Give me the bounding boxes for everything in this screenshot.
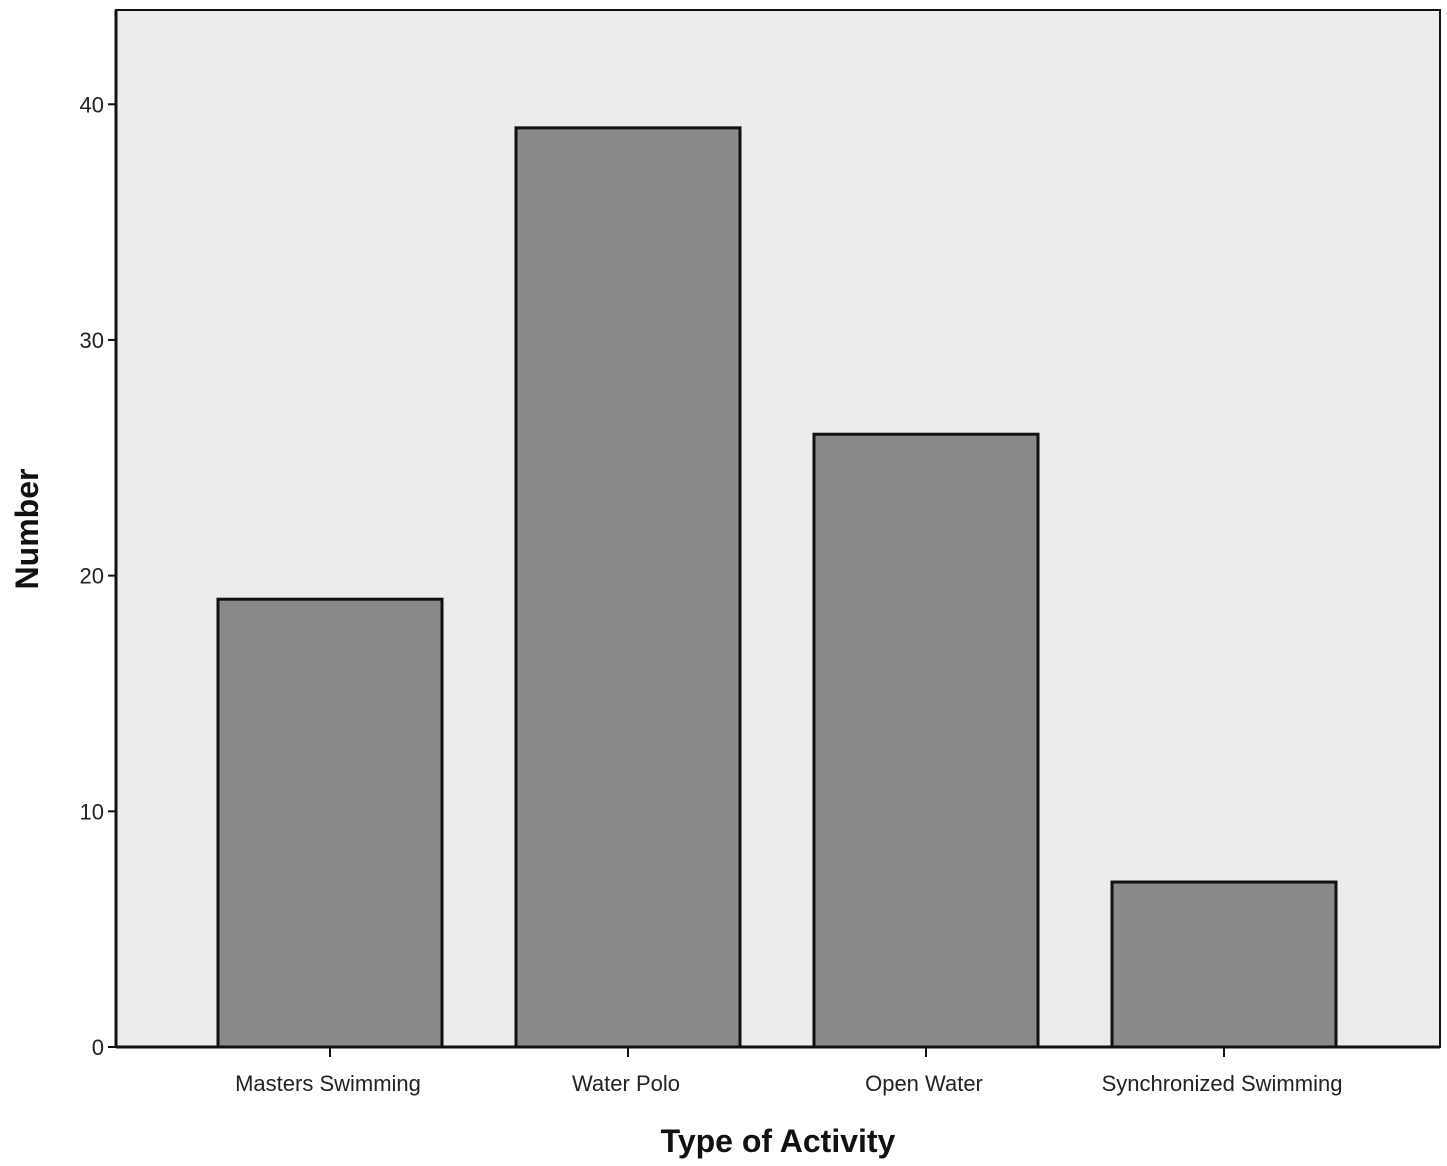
x-axis-ticks: Masters Swimming Water Polo Open Water Sync… <box>235 1047 1342 1096</box>
y-tick-label: 10 <box>80 799 104 824</box>
bars-group <box>216 126 1338 1049</box>
bar-water-polo <box>514 126 742 1049</box>
bar-masters-swimming <box>216 597 444 1049</box>
y-tick-label: 30 <box>80 328 104 353</box>
x-tick-label: Open Water <box>865 1071 983 1096</box>
bar-open-water <box>812 432 1040 1049</box>
x-tick-label: Synchronized Swimming <box>1102 1071 1343 1096</box>
x-axis-title: Type of Activity <box>661 1123 896 1159</box>
x-tick-label: Masters Swimming <box>235 1071 421 1096</box>
bar-synchronized-swimming <box>1110 880 1338 1049</box>
x-tick-label: Water Polo <box>572 1071 680 1096</box>
y-tick-label: 40 <box>80 92 104 117</box>
y-tick-label: 0 <box>92 1035 104 1060</box>
y-tick-label: 20 <box>80 564 104 589</box>
y-axis-title: Number <box>9 469 45 590</box>
y-axis-ticks: 0 10 20 30 40 <box>80 92 116 1060</box>
